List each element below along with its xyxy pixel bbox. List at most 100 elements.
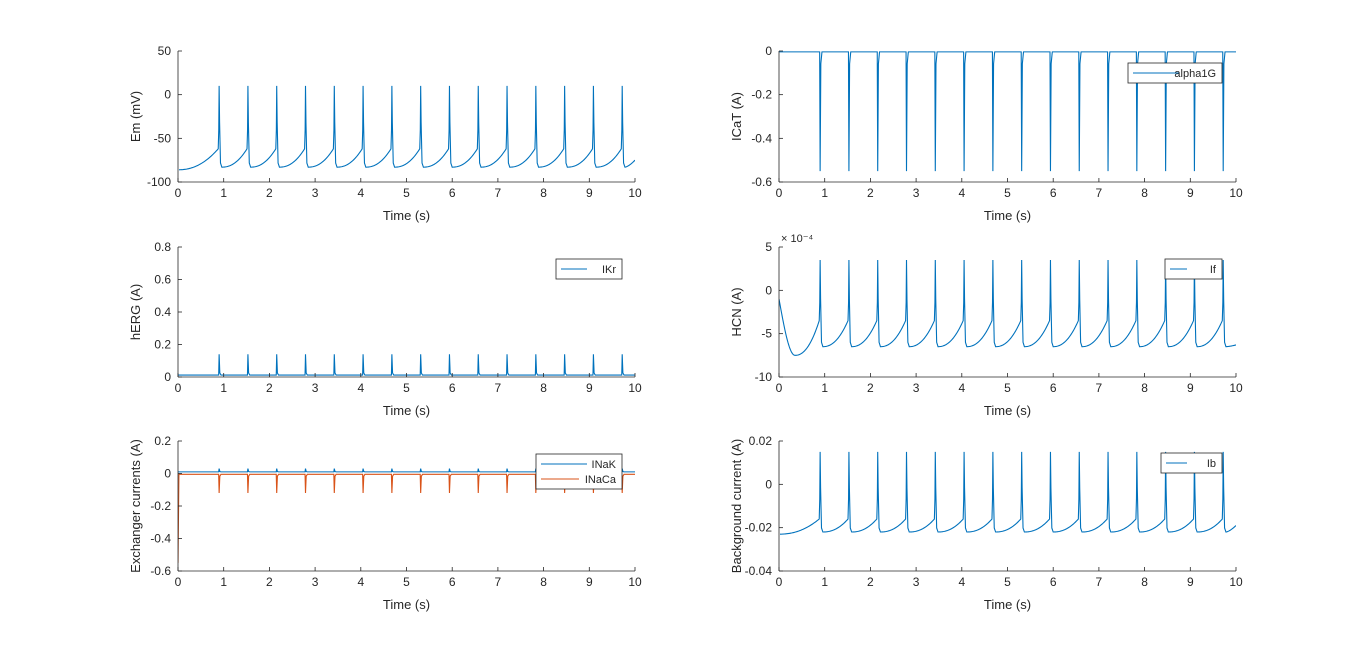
series-line-ikr [178,354,635,376]
x-tick-label: 1 [220,186,227,200]
x-tick-label: 7 [1096,186,1103,200]
x-tick-label: 9 [1187,186,1194,200]
y-axis-label: hERG (A) [128,284,143,340]
series-line-em [178,85,635,171]
x-tick-label: 9 [1187,381,1194,395]
plot-area [779,441,1236,571]
y-tick-label: -100 [147,175,171,189]
x-tick-label: 0 [175,381,182,395]
y-tick-label: 50 [158,44,172,58]
x-tick-label: 7 [495,186,502,200]
x-tick-label: 2 [266,575,273,589]
chart-em: 0 1 2 3 4 5 6 7 8 9 10 -100 -50 0 50 Time (s) Em (mV) [128,44,642,223]
x-tick-label: 8 [540,186,547,200]
x-tick-label: 8 [540,381,547,395]
x-axis-label: Time (s) [383,597,430,612]
x-tick-label: 6 [449,186,456,200]
x-tick-label: 3 [913,575,920,589]
x-tick-label: 4 [357,575,364,589]
y-tick-label: 5 [765,240,772,254]
legend: alpha1G [1127,62,1223,84]
x-tick-label: 3 [312,575,319,589]
legend-label: If [1210,264,1217,276]
x-tick-label: 7 [1096,381,1103,395]
series-line-ib [780,451,1236,535]
y-tick-label: 0 [164,370,171,384]
x-axis-label: Time (s) [383,208,430,223]
x-tick-label: 1 [220,575,227,589]
chart-background: 0 1 2 3 4 5 6 7 8 9 10 -0.04 -0.02 0 0.02 Time (s) Backg… [729,434,1243,612]
x-tick-label: 1 [821,381,828,395]
y-tick-label: -0.6 [751,175,772,189]
x-tick-label: 5 [1004,575,1011,589]
legend: If [1164,258,1223,280]
y-tick-label: 0.8 [154,240,171,254]
x-tick-label: 8 [1141,186,1148,200]
x-axis-label: Time (s) [984,208,1031,223]
y-tick-label: -0.2 [751,88,772,102]
x-tick-label: 3 [312,186,319,200]
x-tick-label: 7 [1096,575,1103,589]
legend-box [1160,452,1223,474]
x-tick-label: 2 [867,381,874,395]
y-tick-label: -0.04 [745,564,773,578]
chart-exchanger: 0 1 2 3 4 5 6 7 8 9 10 -0.6 -0.4 -0.2 0 0.2 Time (s) Exch… [128,434,642,612]
y-axis-label: Background current (A) [729,439,744,573]
x-tick-label: 0 [776,186,783,200]
legend-label: Ib [1207,458,1216,470]
x-axis-label: Time (s) [984,597,1031,612]
legend-label: alpha1G [1174,68,1216,80]
x-tick-label: 5 [1004,381,1011,395]
x-tick-label: 6 [449,381,456,395]
x-tick-label: 4 [958,575,965,589]
x-tick-label: 9 [586,381,593,395]
x-tick-label: 2 [266,381,273,395]
y-tick-label: 0.4 [154,305,171,319]
y-exponent-label: × 10⁻⁴ [781,233,814,245]
series-line-if [779,259,1236,356]
legend-label: INaCa [585,474,617,486]
chart-icat: 0 1 2 3 4 5 6 7 8 9 10 -0.6 -0.4 -0.2 0 Time (s) ICaT (A… [729,44,1243,223]
legend-label: INaK [592,459,617,471]
y-axis-label: ICaT (A) [729,92,744,141]
y-tick-label: -5 [761,327,772,341]
legend: INaK INaCa [535,453,623,490]
x-tick-label: 8 [1141,575,1148,589]
x-tick-label: 4 [958,186,965,200]
x-tick-label: 6 [1050,381,1057,395]
y-tick-label: 0.6 [154,273,171,287]
x-tick-label: 9 [1187,575,1194,589]
y-tick-label: -0.4 [150,532,171,546]
x-tick-label: 6 [449,575,456,589]
y-tick-label: 0 [765,283,772,297]
plot-area [779,247,1236,377]
y-axis-label: Exchanger currents (A) [128,439,143,573]
plot-area [178,51,635,182]
y-tick-label: 0 [765,44,772,58]
legend: Ib [1160,452,1223,474]
x-tick-label: 5 [403,381,410,395]
x-tick-label: 3 [913,186,920,200]
x-axis-label: Time (s) [984,403,1031,418]
x-tick-label: 5 [403,186,410,200]
y-tick-label: 0.2 [154,434,171,448]
y-tick-label: -0.6 [150,564,171,578]
legend-label: IKr [602,264,616,276]
y-tick-label: 0.02 [749,434,773,448]
x-tick-label: 10 [628,381,642,395]
x-tick-label: 4 [958,381,965,395]
x-tick-label: 7 [495,575,502,589]
x-tick-label: 0 [776,575,783,589]
y-tick-label: 0 [164,88,171,102]
y-tick-label: 0 [765,477,772,491]
chart-herg: 0 1 2 3 4 5 6 7 8 9 10 0 0.2 0.4 0.6 0.8 Time (s) hERG (A… [128,240,642,418]
x-tick-label: 3 [312,381,319,395]
x-tick-label: 2 [266,186,273,200]
y-tick-label: 0 [164,467,171,481]
legend-box [1164,258,1223,280]
legend: IKr [555,258,623,280]
x-tick-label: 1 [220,381,227,395]
legend-box [535,453,623,490]
x-tick-label: 5 [1004,186,1011,200]
